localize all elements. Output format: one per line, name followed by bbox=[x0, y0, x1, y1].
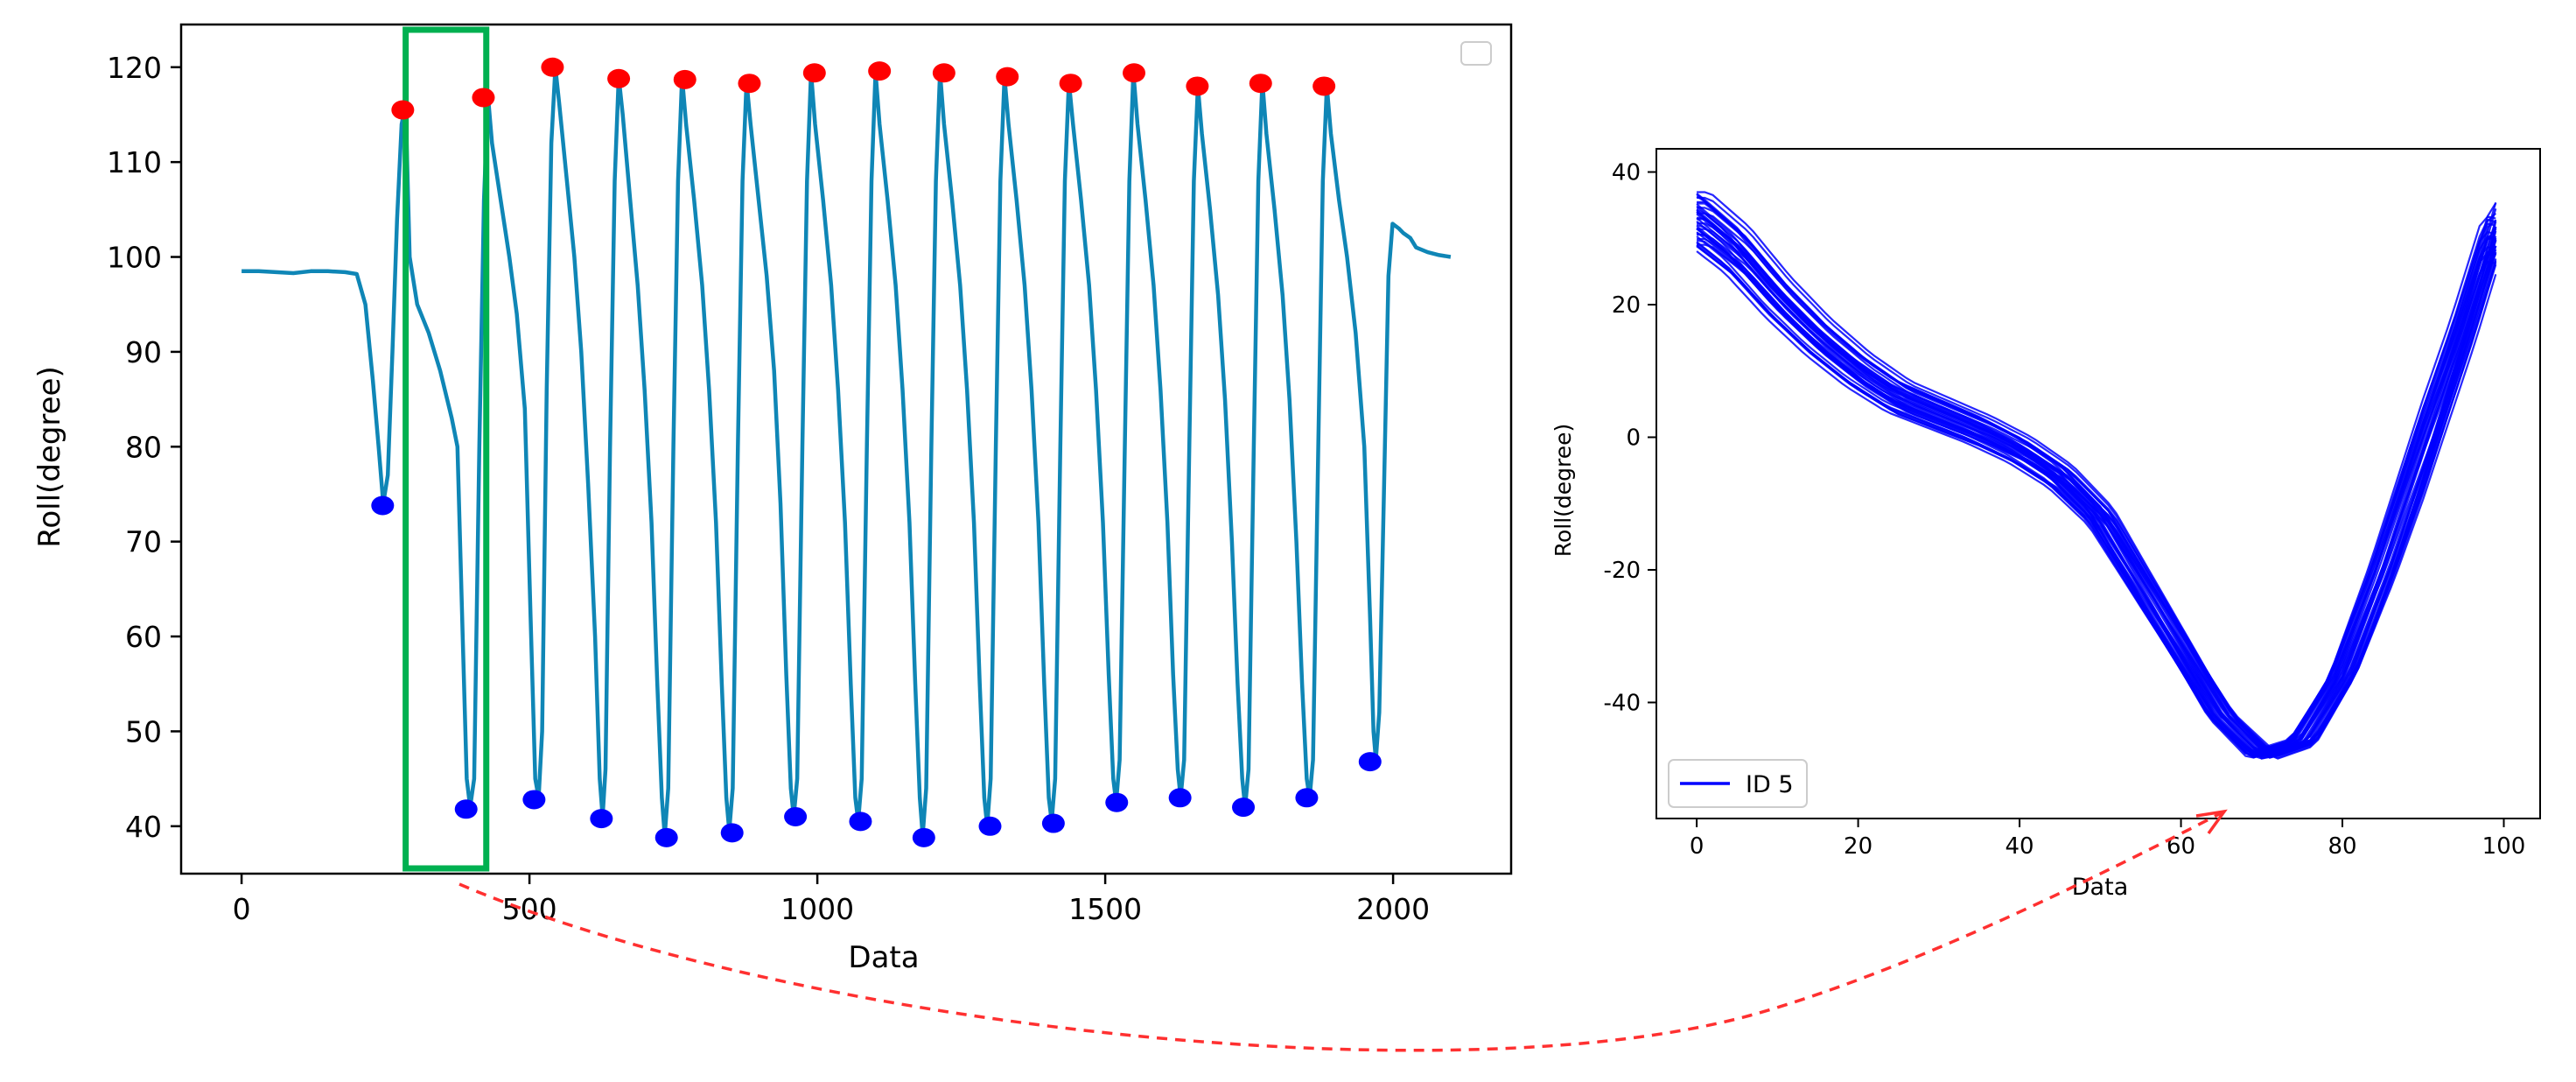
peak-marker bbox=[472, 88, 495, 108]
peak-marker bbox=[607, 68, 631, 88]
valley-marker bbox=[454, 799, 478, 819]
peak-marker bbox=[932, 63, 956, 83]
peak-marker bbox=[391, 100, 415, 120]
empty-legend-box bbox=[1460, 41, 1492, 66]
left-ytick-label: 70 bbox=[125, 525, 162, 559]
left-axis-ticks: 0 500 1000 1500 2000 40 50 60 70 80 90 100 110 120 bbox=[107, 51, 1430, 926]
left-ytick-label: 80 bbox=[125, 430, 162, 464]
left-ylabel: Roll(degree) bbox=[32, 366, 67, 547]
valley-marker bbox=[1041, 813, 1065, 833]
right-xtick-label: 100 bbox=[2482, 833, 2526, 860]
right-xtick-label: 80 bbox=[2328, 833, 2356, 860]
valley-marker bbox=[720, 823, 744, 843]
cycle-trace-line bbox=[1696, 193, 2497, 760]
cycle-trace-line bbox=[1696, 221, 2496, 756]
legend: ID 5 bbox=[1668, 759, 1808, 808]
peak-marker bbox=[1312, 76, 1336, 96]
legend-label-id5: ID 5 bbox=[1746, 771, 1794, 798]
right-plot-area bbox=[1656, 148, 2541, 819]
left-ytick-label: 110 bbox=[107, 145, 162, 179]
left-ytick-label: 90 bbox=[125, 335, 162, 369]
legend-box bbox=[1668, 759, 1808, 808]
left-ytick-label: 40 bbox=[125, 810, 162, 844]
left-ytick-label: 120 bbox=[107, 51, 162, 85]
cycle-trace-line bbox=[1696, 193, 2497, 760]
left-xtick-label: 500 bbox=[502, 892, 557, 926]
left-ytick-label: 100 bbox=[107, 241, 162, 275]
peak-marker bbox=[868, 61, 892, 81]
left-xtick-label: 0 bbox=[233, 892, 251, 926]
valley-marker bbox=[1168, 788, 1192, 808]
valley-marker bbox=[522, 790, 546, 810]
zoom-arrow-path bbox=[458, 811, 2223, 1052]
right-xlabel: Data bbox=[2072, 874, 2128, 901]
peak-marker bbox=[738, 74, 761, 94]
cycle-trace-line bbox=[1696, 205, 2496, 759]
roll-signal-line bbox=[242, 65, 1452, 838]
valley-marker bbox=[1232, 797, 1256, 818]
valley-marker bbox=[784, 806, 808, 826]
left-ytick-label: 50 bbox=[125, 714, 162, 748]
valley-marker bbox=[1295, 788, 1319, 808]
valley-marker bbox=[1105, 792, 1129, 812]
peak-marker bbox=[1059, 74, 1082, 94]
right-ytick-label: -20 bbox=[1604, 558, 1641, 584]
right-ytick-label: -40 bbox=[1604, 690, 1641, 716]
left-ytick-label: 60 bbox=[125, 620, 162, 654]
zoom-arrow-head bbox=[2195, 809, 2228, 835]
right-xtick-label: 0 bbox=[1690, 833, 1704, 860]
left-series-layer bbox=[242, 26, 1452, 872]
valley-marker bbox=[1358, 752, 1382, 772]
right-xtick-label: 20 bbox=[1844, 833, 1872, 860]
peak-marker bbox=[996, 67, 1019, 87]
right-ytick-label: 20 bbox=[1612, 292, 1641, 319]
valley-marker bbox=[978, 816, 1002, 836]
peak-marker bbox=[1249, 74, 1272, 94]
highlight-box bbox=[402, 26, 490, 872]
left-xtick-label: 2000 bbox=[1356, 892, 1430, 926]
valley-marker bbox=[912, 827, 935, 847]
left-xlabel: Data bbox=[848, 940, 919, 975]
peak-marker bbox=[541, 57, 564, 77]
right-series-layer bbox=[1696, 191, 2497, 760]
right-ytick-label: 40 bbox=[1612, 160, 1641, 186]
valley-marker bbox=[849, 812, 872, 832]
right-xtick-label: 40 bbox=[2006, 833, 2034, 860]
cycle-trace-line bbox=[1697, 191, 2497, 760]
peak-marker bbox=[802, 63, 826, 83]
left-xtick-label: 1000 bbox=[780, 892, 854, 926]
right-ylabel: Roll(degree) bbox=[1550, 424, 1576, 558]
peak-marker bbox=[1186, 76, 1209, 96]
right-ytick-label: 0 bbox=[1626, 425, 1641, 451]
valley-marker bbox=[590, 809, 613, 829]
peak-marker bbox=[673, 69, 696, 89]
left-markers-layer bbox=[371, 57, 1382, 847]
valley-marker bbox=[654, 827, 678, 847]
left-roll-chart: 0 500 1000 1500 2000 40 50 60 70 80 90 100 110 120 Da… bbox=[32, 23, 1513, 975]
left-xtick-label: 1500 bbox=[1068, 892, 1142, 926]
valley-marker bbox=[371, 495, 395, 516]
zoom-arrow bbox=[458, 809, 2228, 1052]
peak-marker bbox=[1123, 63, 1146, 83]
